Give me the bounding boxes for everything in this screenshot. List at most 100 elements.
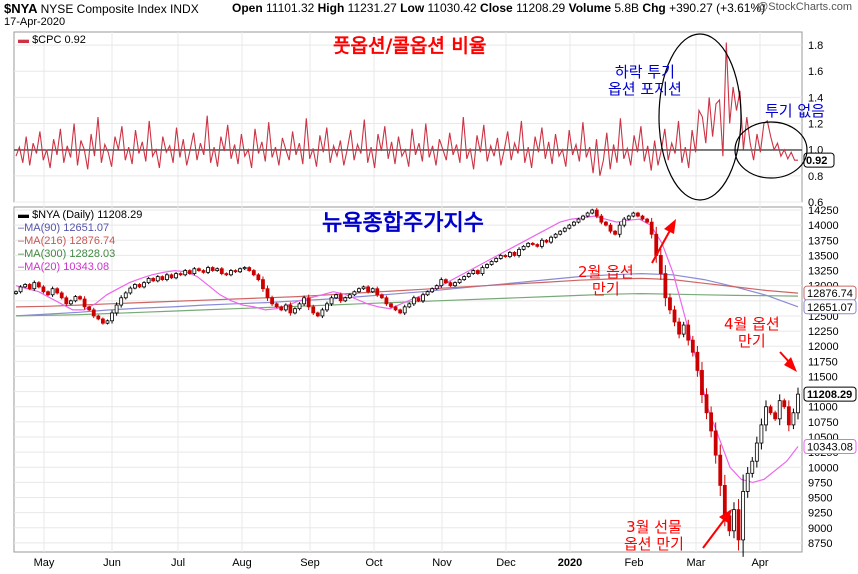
high-value: 11231.27 <box>347 1 397 15</box>
candle <box>631 211 636 218</box>
candle <box>791 408 796 430</box>
top-y-tick-label: 1.2 <box>808 119 823 131</box>
candle <box>704 388 709 420</box>
candle <box>430 287 435 294</box>
candle <box>640 214 645 221</box>
candle <box>503 254 508 258</box>
candle <box>608 223 613 234</box>
candle <box>338 292 343 303</box>
candle <box>41 285 46 294</box>
candle <box>736 499 741 551</box>
candle <box>197 267 201 272</box>
candle <box>192 267 197 276</box>
candle <box>78 295 82 301</box>
candle <box>494 257 499 263</box>
candle <box>251 269 256 277</box>
candle <box>334 293 339 300</box>
ma216-legend-text: MA(216) 12876.74 <box>24 235 116 247</box>
hedge-line1: 하락 투기 <box>614 63 675 81</box>
candle <box>645 217 649 224</box>
candle <box>567 223 572 230</box>
top-y-tick-label: 0.8 <box>808 171 823 183</box>
main-y-tick-label: 10000 <box>808 462 839 474</box>
stockcharts-watermark: @StockCharts.com <box>757 1 852 13</box>
candle <box>352 290 357 297</box>
candle <box>91 307 96 319</box>
candle <box>329 295 334 306</box>
candle <box>540 238 544 249</box>
main-y-tick-label: 14250 <box>808 205 839 217</box>
candle <box>796 387 800 420</box>
candle <box>274 302 279 309</box>
candle <box>288 302 293 316</box>
feb-arrowhead <box>664 219 676 234</box>
top-panel-title-annotation: 풋옵션/콜옵션 비율 <box>333 35 487 57</box>
main-y-tick-label: 9750 <box>808 477 832 489</box>
nya-legend: ▬ $NYA (Daily) 11208.29 <box>18 209 143 221</box>
candle <box>764 400 768 432</box>
candle <box>256 273 261 282</box>
x-tick-label: Feb <box>625 557 644 569</box>
candle <box>594 207 599 219</box>
main-y-tick-label: 10750 <box>808 417 839 429</box>
candle <box>366 285 371 294</box>
low-value: 11030.42 <box>427 1 477 15</box>
nya-legend-text: $NYA (Daily) 11208.29 <box>32 209 143 221</box>
candle <box>55 287 60 295</box>
candle <box>457 278 462 284</box>
candle <box>183 269 188 277</box>
candle <box>439 277 444 288</box>
candle <box>375 286 380 297</box>
candle <box>681 321 686 338</box>
candle <box>713 422 718 464</box>
ma90-legend-text: MA(90) 12651.07 <box>24 222 110 234</box>
candle <box>443 278 448 284</box>
mar-line2: 옵션 만기 <box>624 535 684 554</box>
svg-text:12876.74: 12876.74 <box>807 288 853 300</box>
candle <box>219 267 224 276</box>
candle <box>466 272 471 278</box>
main-panel-frame <box>13 206 803 553</box>
candle <box>649 217 654 239</box>
x-tick-label: Apr <box>751 557 768 569</box>
feb-annotation: 2월 옵션 만기 <box>578 263 634 299</box>
candle <box>604 220 608 227</box>
candle <box>14 290 18 295</box>
candle <box>229 269 233 277</box>
candle <box>265 285 270 301</box>
candle <box>549 235 553 244</box>
main-y-tick-label: 13500 <box>808 250 839 262</box>
main-y-tick-label: 11750 <box>808 356 838 368</box>
candle <box>686 319 691 346</box>
candle <box>165 273 169 282</box>
candle <box>160 275 165 281</box>
candle <box>599 213 604 225</box>
candle <box>521 245 526 251</box>
feb-line2: 만기 <box>592 280 620 299</box>
candle <box>311 304 316 316</box>
cpc-legend-text: $CPC 0.92 <box>32 34 86 46</box>
candle <box>128 286 133 295</box>
candle <box>526 242 531 248</box>
candle <box>325 301 329 313</box>
candle <box>695 345 700 377</box>
candle <box>777 394 782 426</box>
candle <box>155 275 160 283</box>
candle <box>320 307 325 319</box>
ma20-price-tag: 10343.08 <box>803 438 857 454</box>
main-y-tick-label: 11000 <box>808 402 838 414</box>
candle <box>613 229 617 236</box>
candle <box>636 211 640 218</box>
candle <box>745 466 750 498</box>
candle <box>741 474 746 557</box>
candle <box>453 281 457 287</box>
candle <box>27 282 32 291</box>
candle <box>622 216 627 228</box>
candle <box>242 266 247 271</box>
candle <box>416 296 421 303</box>
candle <box>411 295 416 306</box>
candle <box>87 305 92 312</box>
candle <box>361 285 366 290</box>
main-y-tick-label: 12250 <box>808 326 839 338</box>
candle <box>270 295 274 306</box>
